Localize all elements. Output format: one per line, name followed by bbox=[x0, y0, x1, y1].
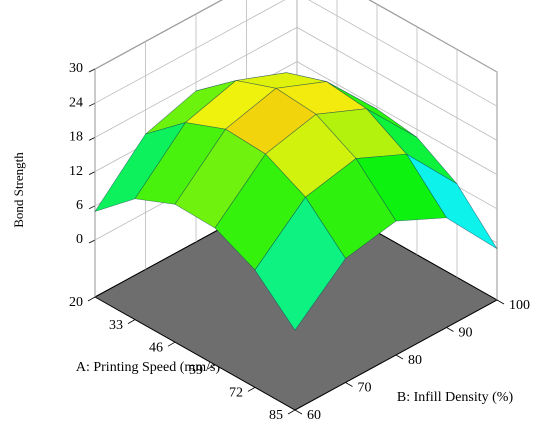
y-tick bbox=[345, 382, 353, 387]
z-tick bbox=[88, 137, 96, 141]
x-tick-label: 20 bbox=[69, 295, 83, 310]
y-tick-label: 90 bbox=[459, 326, 473, 341]
grid-line bbox=[296, 27, 498, 141]
x-tick-label: 46 bbox=[149, 340, 163, 355]
z-tick-label: 0 bbox=[76, 232, 83, 247]
y-tick bbox=[446, 327, 454, 332]
z-tick-label: 6 bbox=[76, 198, 83, 213]
grid-line bbox=[296, 61, 498, 175]
x-tick-label: 33 bbox=[109, 318, 123, 333]
y-tick-label: 60 bbox=[307, 408, 321, 423]
y-tick bbox=[294, 409, 303, 415]
x-tick-label: 85 bbox=[269, 408, 283, 423]
y-tick-label: 80 bbox=[408, 353, 422, 368]
z-axis-title: Bond Strength bbox=[11, 152, 26, 228]
y-tick bbox=[395, 354, 404, 360]
z-tick bbox=[88, 102, 96, 107]
x-tick bbox=[247, 387, 256, 392]
x-tick bbox=[207, 364, 216, 370]
z-tick bbox=[88, 171, 96, 175]
y-axis-title: B: Infill Density (%) bbox=[397, 390, 514, 405]
x-tick-label: 72 bbox=[229, 386, 243, 401]
z-tick-label: 12 bbox=[69, 164, 83, 179]
grid-line bbox=[308, 0, 498, 107]
y-tick-label: 100 bbox=[509, 298, 530, 313]
x-tick bbox=[287, 409, 296, 415]
z-tick bbox=[88, 205, 96, 210]
x-axis-title: A: Printing Speed (mm/s) bbox=[76, 360, 221, 375]
surface-patch bbox=[254, 196, 346, 331]
y-tick-label: 70 bbox=[358, 381, 372, 396]
z-tick bbox=[88, 68, 96, 73]
z-tick-label: 18 bbox=[69, 130, 83, 145]
x-tick-label: 59 bbox=[189, 363, 203, 378]
x-tick bbox=[127, 319, 136, 324]
grid-line bbox=[368, 0, 498, 73]
y-tick bbox=[496, 299, 505, 305]
x-tick bbox=[87, 296, 96, 302]
z-tick-label: 30 bbox=[69, 61, 83, 76]
x-tick bbox=[167, 341, 176, 347]
z-tick bbox=[88, 239, 96, 244]
z-tick-label: 24 bbox=[69, 95, 83, 110]
